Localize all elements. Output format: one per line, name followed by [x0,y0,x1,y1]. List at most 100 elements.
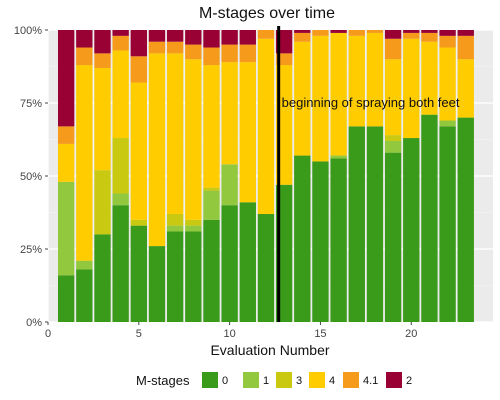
bar-segment [130,56,147,83]
bar-segment [457,35,474,60]
bar-segment [57,181,75,276]
bar-segment [384,59,402,136]
bar-segment [57,275,75,322]
bar-segment [185,225,202,232]
x-tick-label: 20 [405,328,417,340]
bar-segment [421,41,438,115]
bar-segment [384,140,402,153]
bar-segment [130,219,147,226]
bar-segment [384,135,402,141]
bar-segment [257,213,275,322]
spraying-start-label: beginning of spraying both feet [282,95,460,110]
x-tick-label: 10 [224,328,236,340]
bar-segment [185,44,202,60]
bar-segment [294,155,311,322]
bar-segment [148,30,166,42]
bar-segment [185,219,202,226]
bar-segment [166,231,184,322]
bar-segment [76,260,93,270]
bar-segment [330,155,347,159]
bar-segment [384,152,402,322]
bar-segment [384,30,402,39]
bar-segment [57,126,75,144]
legend-label: 0 [222,375,228,387]
bar-segment [94,53,111,68]
bar-segment [421,114,438,323]
bar-segment [130,30,147,57]
bar-segment [57,30,75,127]
x-tick-label: 5 [136,328,142,340]
bar-segment [148,53,166,247]
bar-segment [312,161,329,322]
bar-segment [439,126,456,322]
bar-segment [384,38,402,60]
x-axis-title: Evaluation Number [210,342,329,358]
legend-swatch [243,372,259,388]
bar-segment [312,30,329,36]
legend-swatch [276,372,292,388]
bar-segment [166,225,184,232]
legend-swatch [202,372,218,388]
bar-segment [457,30,474,36]
bar-segment [203,47,220,66]
bar-segment [112,205,129,322]
bar-segment [348,126,365,322]
bar-segment [185,231,202,322]
legend-swatch [309,372,325,388]
bar-segment [294,41,311,156]
bars [57,30,474,323]
bar-segment [76,65,93,261]
bar-segment [221,62,238,165]
bar-segment [112,50,129,139]
bar-segment [439,30,456,36]
bar-segment [403,32,420,39]
bar-segment [94,30,111,54]
bar-segment [130,82,147,220]
bar-segment [76,47,93,66]
bar-segment [166,30,184,42]
legend-title: M-stages [136,373,190,388]
bar-segment [203,219,220,322]
bar-segment [130,225,147,322]
bar-segment [439,47,456,121]
y-axis: 0% 25% 50% 75% 100% [14,25,48,329]
bar-segment [348,30,365,36]
chart-title: M-stages over time [199,5,335,22]
bar-segment [185,30,202,45]
bar-segment [112,138,129,194]
bar-segment [221,44,238,63]
x-axis: 0 5 10 15 20 [45,322,417,340]
legend-swatch [343,372,359,388]
x-tick-label: 15 [314,328,326,340]
bar-segment [312,35,329,162]
y-tick-label: 0% [26,317,42,329]
legend-label: 1 [263,375,269,387]
bar-segment [166,41,184,54]
bar-segment [403,38,420,139]
bar-segment [166,53,184,214]
bar-segment [94,67,111,171]
bar-segment [403,30,420,33]
y-tick-label: 50% [20,171,42,183]
bar-segment [112,193,129,206]
bar-segment [148,246,166,322]
bar-segment [366,30,384,33]
bar-segment [330,32,347,156]
bar-segment [330,30,347,33]
bar-segment [76,269,93,322]
legend: M-stages 0 1 3 4 4.1 2 [136,372,412,388]
y-tick-label: 75% [20,98,42,110]
bar-segment [112,35,129,51]
bar-segment [94,170,111,235]
y-tick-label: 25% [20,244,42,256]
bar-segment [366,126,384,322]
bar-segment [239,202,256,322]
bar-segment [257,38,275,214]
bar-segment [112,30,129,36]
bar-segment [239,62,256,203]
legend-label: 4 [329,375,335,387]
bar-segment [221,30,238,45]
vline-layer: beginning of spraying both feet [277,26,460,322]
x-tick-label: 0 [45,328,51,340]
bar-segment [221,164,238,206]
